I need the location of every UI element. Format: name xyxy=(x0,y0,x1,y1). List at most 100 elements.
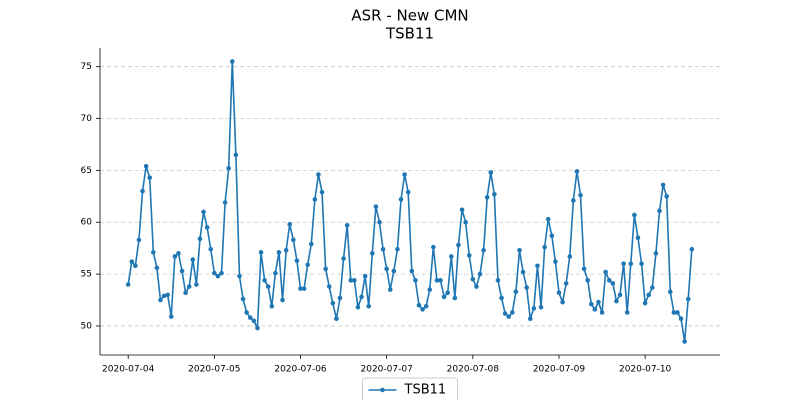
chart-subtitle: TSB11 xyxy=(385,25,434,43)
data-point xyxy=(395,246,400,252)
data-point xyxy=(133,263,138,269)
data-point xyxy=(596,299,601,305)
data-point xyxy=(585,278,591,283)
data-point xyxy=(197,236,203,242)
data-point xyxy=(517,247,522,253)
data-point xyxy=(244,310,249,315)
data-point xyxy=(599,310,605,315)
data-point xyxy=(452,295,458,301)
data-point xyxy=(560,299,565,305)
data-point xyxy=(545,216,551,222)
data-point xyxy=(255,325,260,331)
data-point xyxy=(660,182,666,188)
data-point xyxy=(606,278,612,283)
data-point xyxy=(420,307,425,312)
data-point xyxy=(366,303,372,309)
data-point xyxy=(438,278,443,283)
data-point xyxy=(222,200,228,205)
data-point xyxy=(276,250,282,255)
data-point xyxy=(499,295,504,301)
x-tick-label: 2020-07-10 xyxy=(619,365,672,375)
data-point xyxy=(258,250,264,255)
data-point xyxy=(678,316,684,321)
data-point xyxy=(301,286,307,291)
data-point xyxy=(574,169,580,174)
data-point xyxy=(298,286,303,291)
data-point xyxy=(151,250,156,255)
data-point xyxy=(614,298,619,304)
data-point xyxy=(323,266,328,272)
data-point xyxy=(348,278,354,283)
data-point xyxy=(176,251,181,256)
data-point xyxy=(567,254,573,259)
data-point xyxy=(398,197,404,202)
data-point xyxy=(273,270,278,276)
data-point xyxy=(588,301,594,307)
data-point xyxy=(650,285,655,290)
data-point xyxy=(380,246,386,252)
data-point xyxy=(456,242,461,248)
legend-label: TSB11 xyxy=(404,383,447,398)
data-point xyxy=(671,310,677,315)
data-point xyxy=(136,237,142,243)
x-tick-label: 2020-07-04 xyxy=(102,365,155,375)
x-tick-label: 2020-07-08 xyxy=(447,365,500,375)
data-point xyxy=(280,297,285,303)
data-point xyxy=(158,297,163,303)
data-point xyxy=(405,189,411,195)
data-point xyxy=(466,253,472,258)
data-point xyxy=(212,270,217,276)
data-point xyxy=(592,307,598,312)
data-point xyxy=(384,266,389,272)
data-point xyxy=(510,310,515,315)
data-point xyxy=(219,270,224,276)
data-point xyxy=(427,287,433,292)
data-point xyxy=(635,235,641,241)
data-point xyxy=(265,284,271,289)
data-point xyxy=(129,259,135,264)
data-point xyxy=(527,316,533,321)
data-point xyxy=(502,311,508,316)
data-point xyxy=(632,212,637,218)
data-point xyxy=(549,233,555,239)
data-point xyxy=(172,254,178,259)
data-point xyxy=(524,285,529,290)
data-point xyxy=(337,295,343,301)
data-point xyxy=(316,172,321,177)
data-point xyxy=(506,314,512,319)
data-point xyxy=(319,189,325,195)
data-point xyxy=(140,188,145,194)
data-point xyxy=(685,296,691,302)
data-point xyxy=(240,296,246,302)
data-point xyxy=(186,284,192,289)
data-point xyxy=(667,289,673,295)
data-point xyxy=(362,273,368,279)
y-tick-label: 55 xyxy=(81,270,92,280)
data-point xyxy=(283,247,289,253)
data-point xyxy=(287,222,293,227)
data-point xyxy=(477,271,483,277)
data-point xyxy=(445,290,450,296)
data-point xyxy=(423,303,429,309)
data-point xyxy=(538,304,544,310)
chart-title: ASR - New CMN xyxy=(351,7,468,25)
data-point xyxy=(355,304,361,310)
data-point xyxy=(341,256,346,261)
data-point xyxy=(208,246,214,252)
data-point xyxy=(165,292,170,298)
data-point xyxy=(441,294,447,300)
data-point xyxy=(513,289,519,295)
data-point xyxy=(553,259,558,264)
data-point xyxy=(294,258,300,263)
y-tick-label: 50 xyxy=(81,321,93,331)
y-tick-label: 65 xyxy=(81,166,92,176)
data-point xyxy=(190,257,196,262)
data-point xyxy=(653,251,659,256)
x-tick-label: 2020-07-07 xyxy=(361,365,413,375)
data-point xyxy=(226,166,232,171)
data-point xyxy=(308,241,314,247)
data-point xyxy=(535,263,540,269)
data-point xyxy=(617,292,623,298)
y-tick-label: 70 xyxy=(81,114,93,124)
data-point xyxy=(194,282,199,287)
